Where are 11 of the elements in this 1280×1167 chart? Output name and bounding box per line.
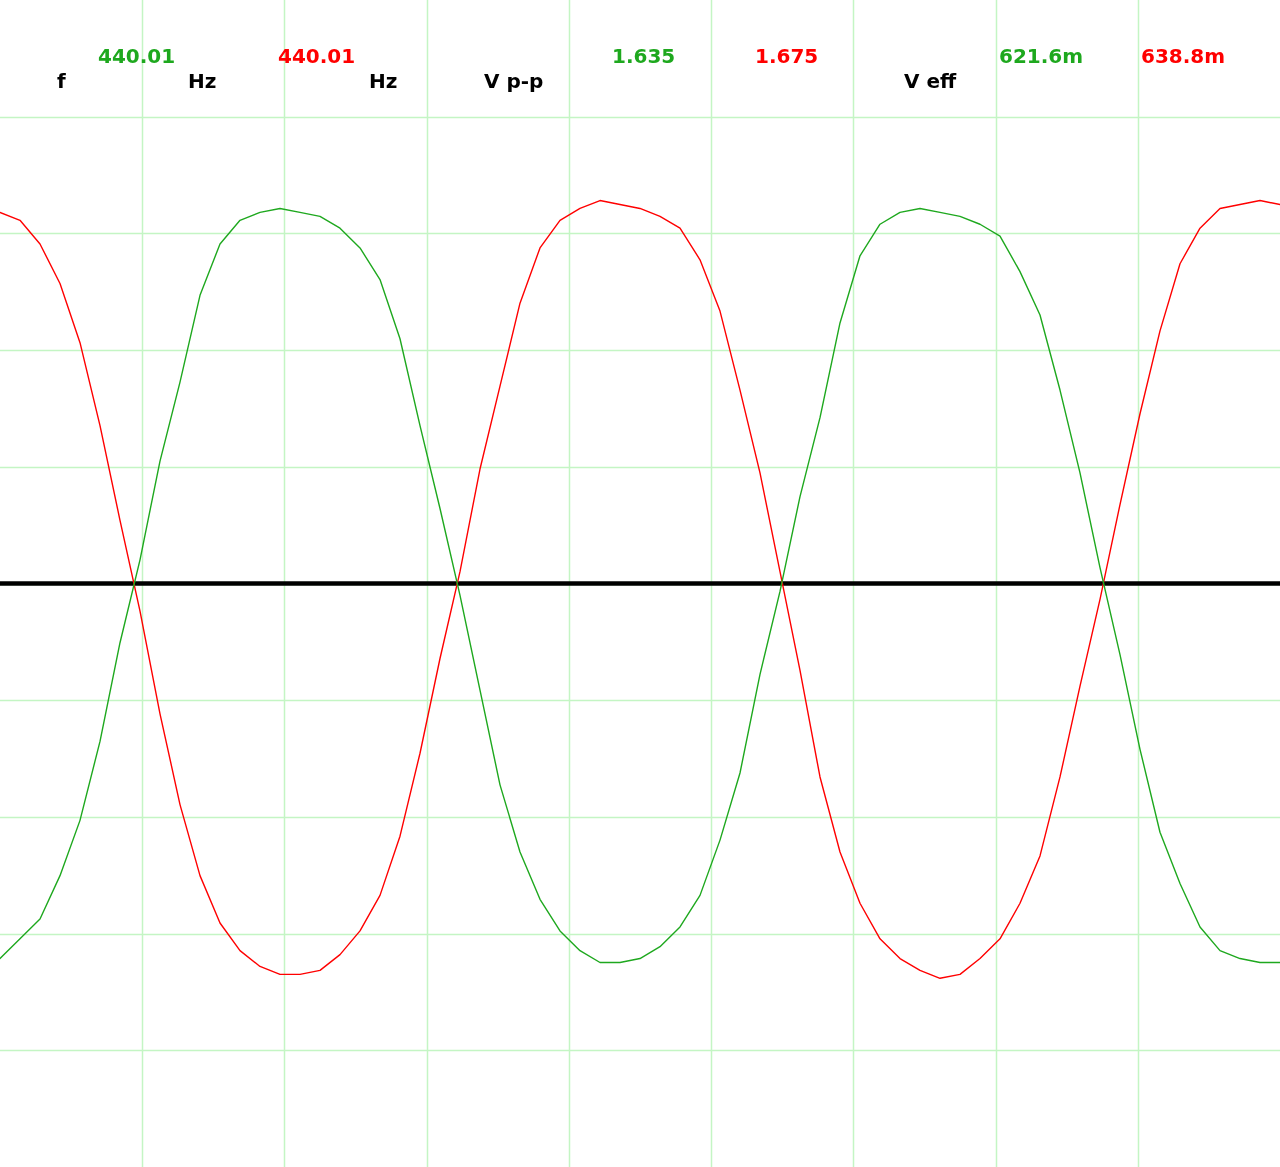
text: 440.01 bbox=[278, 44, 356, 68]
text: f bbox=[57, 69, 66, 93]
text: 1.635 bbox=[612, 44, 676, 68]
text: V p-p bbox=[484, 69, 544, 93]
text: 638.8m bbox=[1141, 44, 1226, 68]
text: V eff bbox=[904, 69, 958, 93]
text: 1.675 bbox=[755, 44, 819, 68]
text: 621.6m bbox=[999, 44, 1084, 68]
text: 440.01 bbox=[98, 44, 176, 68]
text: Hz bbox=[369, 69, 398, 93]
text: Hz bbox=[188, 69, 217, 93]
